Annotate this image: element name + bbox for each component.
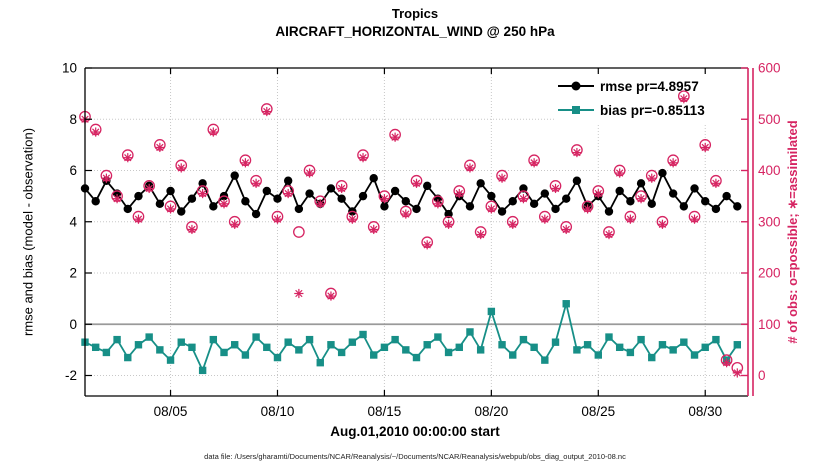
svg-text:10: 10 <box>62 61 77 76</box>
y-axis-right-label: # of obs: o=possible; ∗=assimilated <box>785 120 800 344</box>
rmse-legend-swatch <box>558 79 594 93</box>
svg-text:08/05: 08/05 <box>154 404 188 419</box>
svg-text:6: 6 <box>69 163 77 178</box>
svg-text:4: 4 <box>69 214 77 229</box>
svg-text:0: 0 <box>69 317 77 332</box>
legend-label-bias: bias pr=-0.85113 <box>600 102 705 118</box>
rmse-marker-icon <box>571 81 581 91</box>
svg-text:300: 300 <box>758 214 781 229</box>
svg-text:08/30: 08/30 <box>688 404 722 419</box>
chart-title: Tropics <box>391 6 439 21</box>
bias-marker-icon <box>572 106 580 114</box>
legend-label-rmse: rmse pr=4.8957 <box>600 78 699 94</box>
svg-text:0: 0 <box>758 368 766 383</box>
svg-text:200: 200 <box>758 266 781 281</box>
svg-text:08/15: 08/15 <box>368 404 402 419</box>
svg-text:400: 400 <box>758 163 781 178</box>
svg-text:2: 2 <box>69 266 77 281</box>
svg-text:8: 8 <box>69 112 77 127</box>
svg-text:600: 600 <box>758 61 781 76</box>
chart-subtitle: AIRCRAFT_HORIZONTAL_WIND @ 250 hPa <box>275 24 555 39</box>
x-axis-label: Aug.01,2010 00:00:00 start <box>330 424 500 439</box>
bias-legend-swatch <box>558 103 594 117</box>
svg-text:100: 100 <box>758 317 781 332</box>
svg-text:08/20: 08/20 <box>474 404 508 419</box>
legend: rmse pr=4.8957 bias pr=-0.85113 <box>558 76 746 120</box>
svg-text:08/10: 08/10 <box>261 404 295 419</box>
data-file-caption: data file: /Users/gharamti/Documents/NCA… <box>204 452 626 461</box>
legend-item-rmse: rmse pr=4.8957 <box>558 76 746 96</box>
svg-text:-2: -2 <box>65 368 77 383</box>
svg-text:08/25: 08/25 <box>581 404 615 419</box>
legend-item-bias: bias pr=-0.85113 <box>558 100 746 120</box>
svg-text:500: 500 <box>758 112 781 127</box>
y-axis-left-label: rmse and bias (model - observation) <box>20 127 36 337</box>
